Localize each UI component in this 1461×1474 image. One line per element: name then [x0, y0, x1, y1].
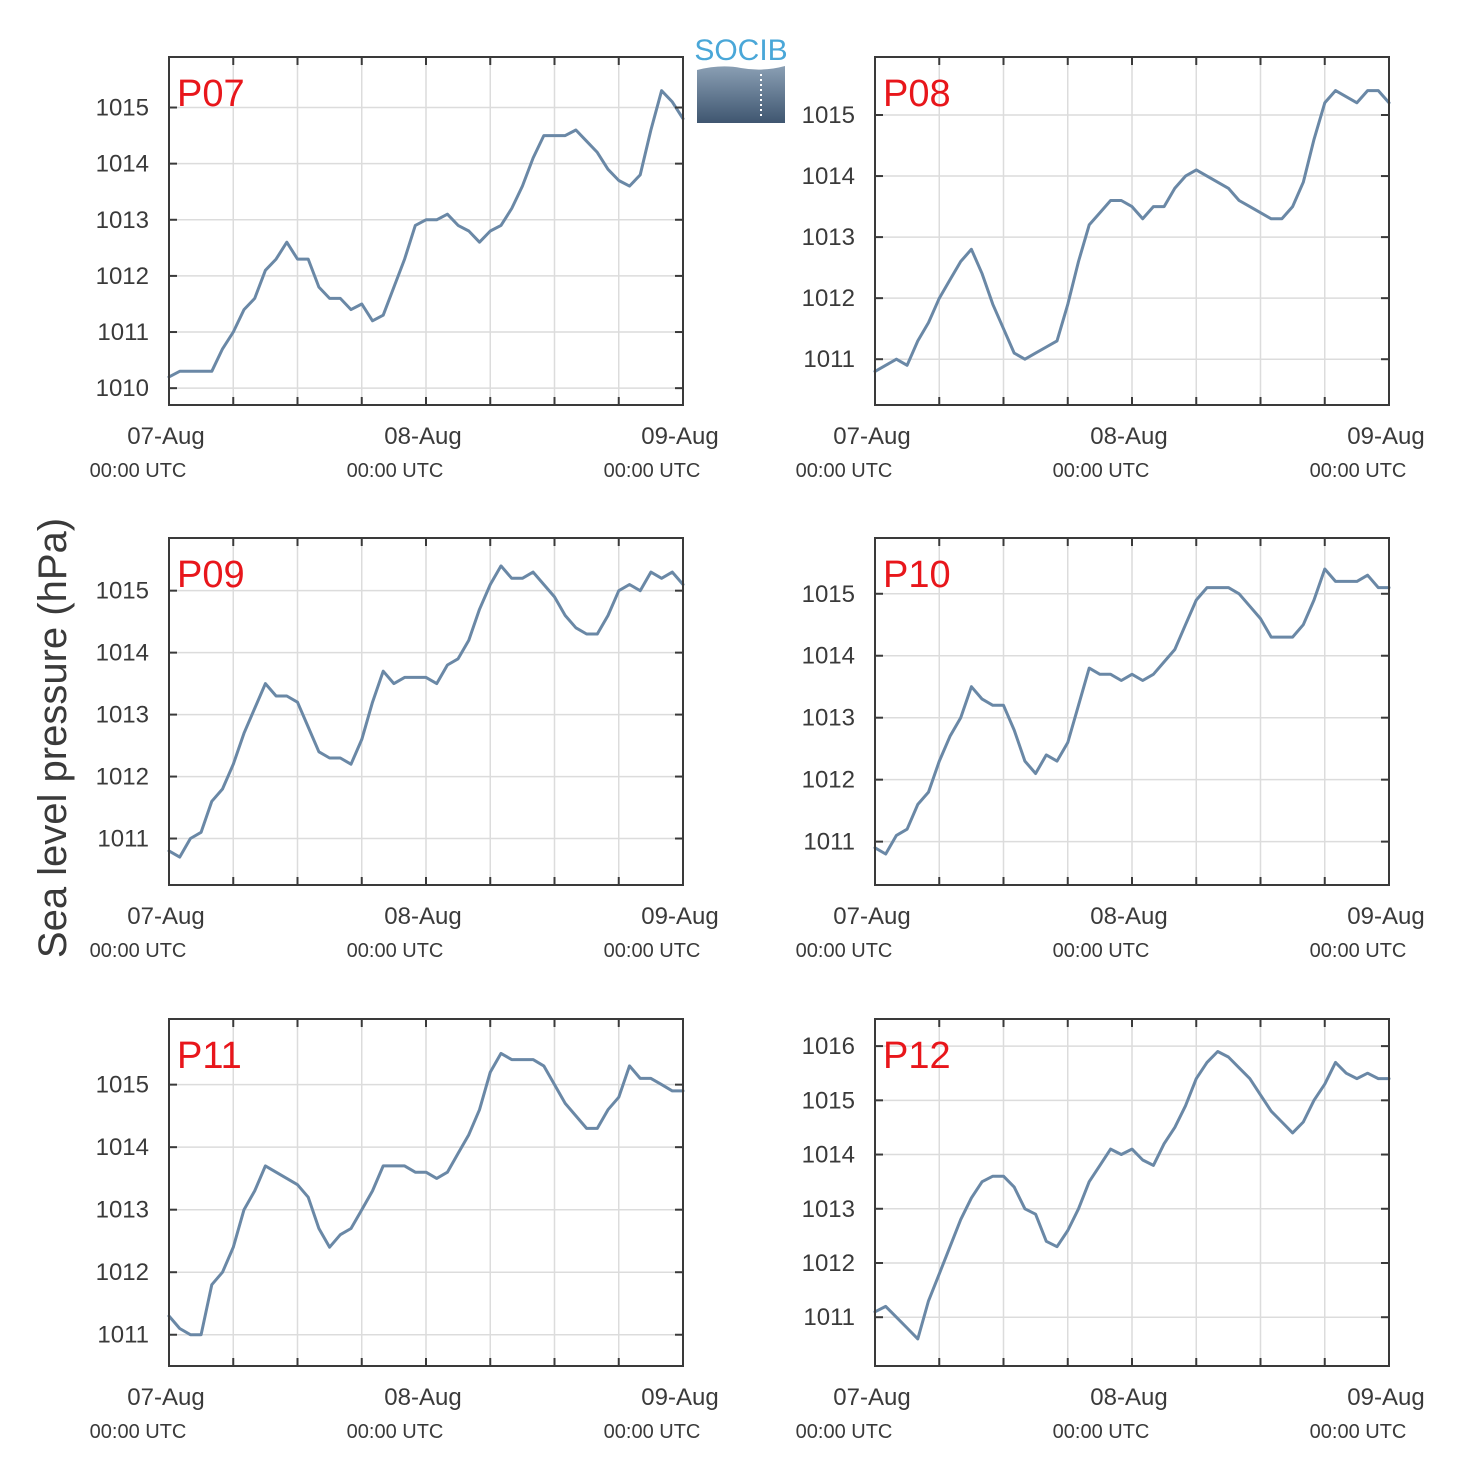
x-tick-label-date: 07-Aug	[127, 903, 204, 930]
y-tick-label: 1014	[802, 163, 855, 190]
y-tick-label: 1014	[96, 151, 149, 178]
y-tick-label: 1013	[802, 1196, 855, 1223]
panel-label: P12	[883, 1035, 951, 1077]
panel-label: P09	[177, 554, 245, 596]
x-tick-label-time: 00:00 UTC	[604, 460, 701, 482]
x-tick-label-time: 00:00 UTC	[796, 460, 893, 482]
y-tick-label: 1015	[802, 1087, 855, 1114]
panel-label: P07	[177, 73, 245, 115]
x-tick-label-date: 08-Aug	[1090, 903, 1167, 930]
x-tick-label-date: 07-Aug	[127, 423, 204, 450]
series-line-p11	[167, 1051, 685, 1337]
y-tick-label: 1014	[802, 1142, 855, 1169]
y-axis-label: Sea level pressure (hPa)	[31, 518, 75, 958]
y-tick-label: 1015	[96, 578, 149, 605]
x-tick-label-time: 00:00 UTC	[1310, 1421, 1407, 1443]
y-tick-label: 1015	[96, 1072, 149, 1099]
y-tick-label: 1011	[803, 829, 855, 856]
x-tick-label-date: 07-Aug	[833, 423, 910, 450]
y-tick-label: 1015	[96, 95, 149, 122]
y-tick-label: 1012	[802, 285, 855, 312]
panel-p10: 1011 1012 1013 1014 1015 07-Aug 00:00 UTC 08-Au…	[796, 537, 1425, 962]
x-tick-label-time: 00:00 UTC	[604, 940, 701, 962]
y-tick-label: 1011	[97, 319, 149, 346]
series-line-p07	[167, 89, 685, 379]
x-tick-label-date: 07-Aug	[833, 903, 910, 930]
y-tick-label: 1010	[96, 375, 149, 402]
panel-label: P08	[883, 73, 951, 115]
x-tick-label-date: 09-Aug	[1347, 423, 1424, 450]
x-tick-label-date: 07-Aug	[833, 1384, 910, 1411]
y-tick-label: 1012	[96, 764, 149, 791]
x-tick-label-date: 09-Aug	[641, 1384, 718, 1411]
x-tick-label-time: 00:00 UTC	[90, 940, 187, 962]
panel-p07: 1010 1011 1012 1013 1014 1015 07-Aug 00:00 UTC 0…	[90, 56, 719, 482]
y-tick-label: 1011	[97, 1322, 149, 1349]
x-tick-label-time: 00:00 UTC	[1053, 940, 1150, 962]
series-line-p10	[873, 567, 1391, 856]
y-tick-label: 1015	[802, 102, 855, 129]
x-tick-label-date: 09-Aug	[1347, 903, 1424, 930]
x-tick-label-date: 08-Aug	[384, 1384, 461, 1411]
y-tick-label: 1012	[802, 1250, 855, 1277]
x-tick-label-time: 00:00 UTC	[604, 1421, 701, 1443]
x-tick-label-date: 08-Aug	[384, 903, 461, 930]
x-tick-label-time: 00:00 UTC	[347, 940, 444, 962]
panel-p08: 1011 1012 1013 1014 1015 07-Aug 00:00 UTC 08-Au…	[796, 56, 1425, 482]
y-tick-label: 1011	[97, 826, 149, 853]
y-tick-label: 1011	[803, 346, 855, 373]
y-tick-label: 1012	[802, 767, 855, 794]
x-tick-label-date: 08-Aug	[1090, 423, 1167, 450]
x-tick-label-time: 00:00 UTC	[796, 1421, 893, 1443]
y-tick-label: 1013	[96, 207, 149, 234]
x-tick-label-time: 00:00 UTC	[347, 460, 444, 482]
panel-p12: 1011 1012 1013 1014 1015 1016 07-Aug 00:00 UTC 0…	[796, 1018, 1425, 1443]
x-tick-label-date: 09-Aug	[641, 903, 718, 930]
x-tick-label-time: 00:00 UTC	[90, 1421, 187, 1443]
y-tick-label: 1014	[802, 643, 855, 670]
x-tick-label-date: 08-Aug	[384, 423, 461, 450]
y-tick-label: 1013	[802, 705, 855, 732]
y-tick-label: 1014	[96, 640, 149, 667]
x-tick-label-date: 08-Aug	[1090, 1384, 1167, 1411]
x-tick-label-time: 00:00 UTC	[1053, 1421, 1150, 1443]
series-line-p12	[873, 1050, 1391, 1341]
y-tick-label: 1014	[96, 1134, 149, 1161]
y-tick-label: 1013	[96, 1197, 149, 1224]
socib-logo-text: SOCIB	[694, 34, 787, 67]
x-tick-label-time: 00:00 UTC	[1310, 460, 1407, 482]
x-tick-label-date: 09-Aug	[1347, 1384, 1424, 1411]
y-tick-label: 1013	[802, 224, 855, 251]
x-tick-label-time: 00:00 UTC	[1310, 940, 1407, 962]
panel-p11: 1011 1012 1013 1014 1015 07-Aug 00:00 UTC 08-Au…	[90, 1018, 719, 1443]
x-tick-label-time: 00:00 UTC	[796, 940, 893, 962]
x-tick-label-time: 00:00 UTC	[90, 460, 187, 482]
panel-label: P11	[177, 1035, 242, 1077]
x-tick-label-time: 00:00 UTC	[347, 1421, 444, 1443]
y-tick-label: 1013	[96, 702, 149, 729]
socib-logo: SOCIB	[694, 34, 788, 123]
y-tick-label: 1012	[96, 1259, 149, 1286]
panel-label: P10	[883, 554, 951, 596]
y-tick-label: 1015	[802, 581, 855, 608]
socib-logo-wave	[697, 66, 785, 123]
x-tick-label-time: 00:00 UTC	[1053, 460, 1150, 482]
series-line-p08	[873, 89, 1391, 373]
series-line-p09	[167, 564, 685, 859]
x-tick-label-date: 07-Aug	[127, 1384, 204, 1411]
y-tick-label: 1011	[803, 1304, 855, 1331]
y-tick-label: 1012	[96, 263, 149, 290]
x-tick-label-date: 09-Aug	[641, 423, 718, 450]
y-tick-label: 1016	[802, 1033, 855, 1060]
panel-p09: 1011 1012 1013 1014 1015 07-Aug 00:00 UTC 08-Au…	[90, 537, 719, 962]
